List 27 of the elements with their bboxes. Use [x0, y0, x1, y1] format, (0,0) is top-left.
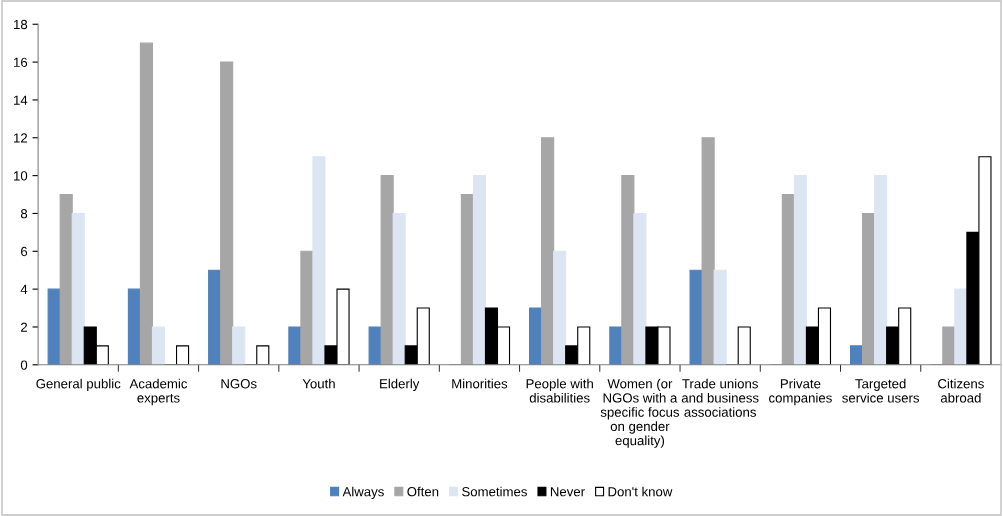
y-tick-label: 8	[20, 209, 28, 219]
legend-label: Don't know	[608, 486, 673, 497]
x-tick-label: Academic experts	[129, 378, 188, 406]
x-tick-label: Trade unions and business associations	[681, 378, 759, 417]
legend-label: Never	[550, 487, 585, 497]
y-tick-label: 12	[14, 133, 28, 143]
y-tick-label: 2	[21, 322, 28, 332]
x-tick-label: Minorities	[452, 378, 508, 389]
x-tick-label: Women (or NGOs with a specific focus on gender equality)	[600, 378, 680, 448]
y-tick-label: 18	[14, 19, 28, 30]
x-tick-label: NGOs	[221, 379, 257, 389]
x-tick-label: Youth	[302, 378, 335, 389]
x-tick-label: People with disabilities	[526, 378, 593, 403]
legend-label: Always	[342, 486, 384, 499]
x-tick-label: Targeted service users	[842, 378, 920, 403]
legend-label: Often	[407, 486, 439, 497]
y-tick-label: 0	[20, 360, 28, 370]
y-tick-label: 10	[14, 171, 28, 181]
y-tick-label: 14	[14, 95, 28, 105]
y-tick-label: 6	[21, 246, 28, 257]
y-tick-label: 16	[14, 57, 28, 67]
x-tick-label: Elderly	[380, 378, 420, 391]
y-tick-label: 4	[20, 284, 28, 294]
x-tick-label: Private companies	[769, 378, 832, 406]
x-tick-label: General public	[36, 378, 121, 391]
x-tick-label: Citizens abroad	[938, 378, 984, 403]
legend-label: Sometimes	[462, 486, 527, 497]
